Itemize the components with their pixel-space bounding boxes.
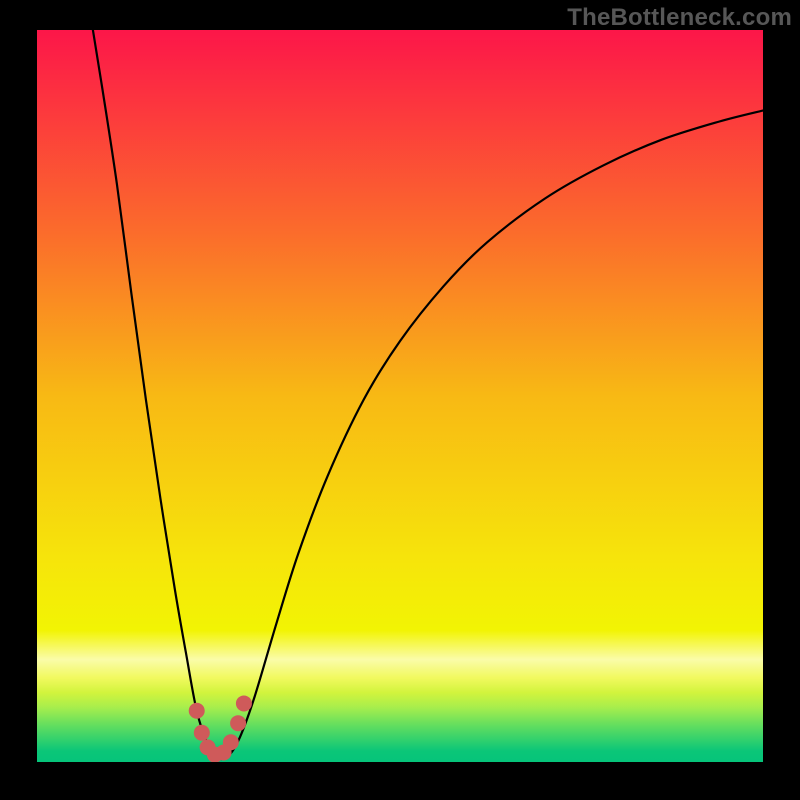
plot-area <box>37 30 763 763</box>
marker-point <box>236 695 252 711</box>
marker-point <box>230 715 246 731</box>
bottleneck-chart <box>0 0 800 800</box>
marker-point <box>189 703 205 719</box>
chart-stage: TheBottleneck.com <box>0 0 800 800</box>
marker-point <box>223 734 239 750</box>
marker-point <box>194 725 210 741</box>
